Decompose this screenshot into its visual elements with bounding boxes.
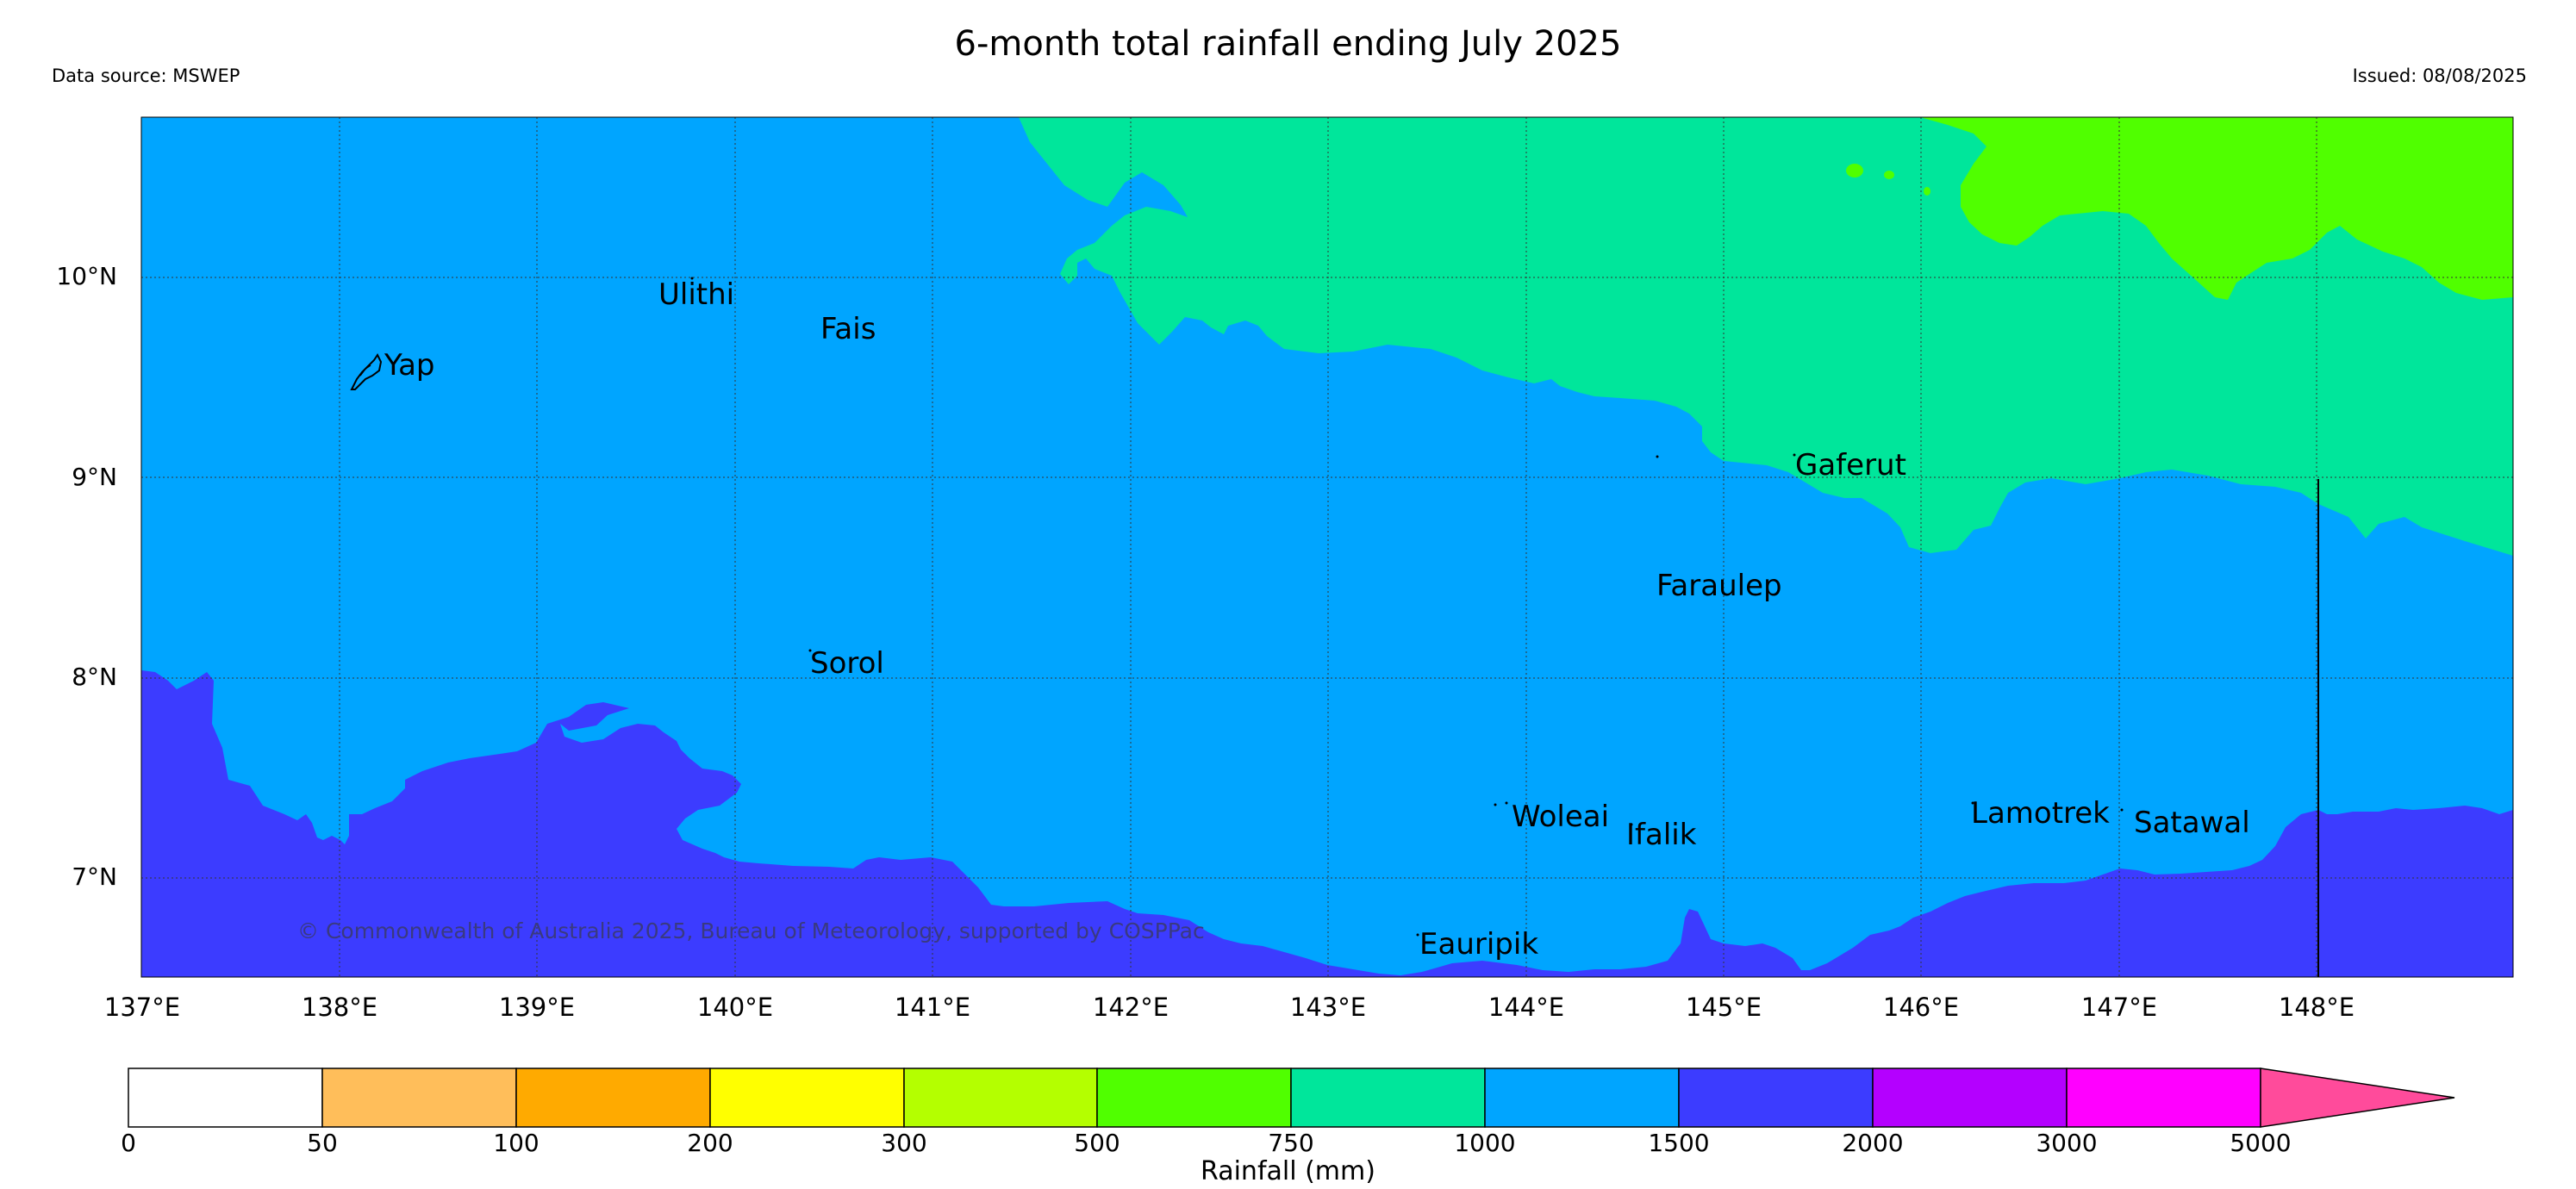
place-label-ifalik: Ifalik <box>1626 818 1697 852</box>
colorbar-bin-1500-2000 <box>1678 1068 1874 1128</box>
band-500-750-patch <box>1846 164 1863 177</box>
band-500-750-patch <box>1884 171 1894 179</box>
place-label-satawal: Satawal <box>2134 806 2250 840</box>
colorbar-tick-300: 300 <box>881 1129 927 1157</box>
place-label-gaferut: Gaferut <box>1795 448 1906 482</box>
lon-label-137E: 137°E <box>103 993 181 1022</box>
lat-label-7N: 7°N <box>72 862 117 891</box>
colorbar-bin-0-50 <box>128 1068 323 1128</box>
colorbar-bin-300-500 <box>903 1068 1098 1128</box>
colorbar-bin-100-200 <box>515 1068 711 1128</box>
lon-label-140E: 140°E <box>696 993 774 1022</box>
band-500-750-patch <box>1924 187 1930 196</box>
lon-label-138E: 138°E <box>301 993 378 1022</box>
lon-label-148E: 148°E <box>2278 993 2355 1022</box>
lon-label-141E: 141°E <box>894 993 971 1022</box>
colorbar-bin-500-750 <box>1096 1068 1292 1128</box>
lat-label-8N: 8°N <box>72 663 117 691</box>
place-label-ulithi: Ulithi <box>658 277 735 312</box>
lon-label-144E: 144°E <box>1488 993 1565 1022</box>
lon-label-143E: 143°E <box>1289 993 1367 1022</box>
issued-date-label: Issued: 08/08/2025 <box>2352 65 2527 86</box>
colorbar-bin-750-1000 <box>1290 1068 1486 1128</box>
colorbar-bin-50-100 <box>321 1068 517 1128</box>
colorbar-tick-50: 50 <box>307 1129 338 1157</box>
place-label-woleai: Woleai <box>1512 800 1610 834</box>
copyright-notice: © Commonwealth of Australia 2025, Bureau… <box>297 918 1205 943</box>
colorbar-tick-750: 750 <box>1268 1129 1314 1157</box>
colorbar-tick-2000: 2000 <box>1842 1129 1904 1157</box>
map-frame <box>140 116 2514 978</box>
rainfall-fill-regions <box>141 117 2513 977</box>
band-500-750-region <box>1920 117 2513 300</box>
colorbar-tick-0: 0 <box>121 1129 136 1157</box>
colorbar-bin-3000-5000 <box>2066 1068 2261 1128</box>
lon-label-139E: 139°E <box>498 993 576 1022</box>
colorbar-bin-2000-3000 <box>1872 1068 2068 1128</box>
lat-label-10N: 10°N <box>56 262 117 290</box>
colorbar-tick-5000: 5000 <box>2230 1129 2292 1157</box>
place-label-faraulep: Faraulep <box>1656 569 1782 603</box>
place-label-yap: Yap <box>384 348 435 383</box>
band-1500-2000-region <box>141 670 2513 977</box>
yap-island-outline <box>350 353 383 390</box>
lat-label-9N: 9°N <box>72 463 117 491</box>
yap-island-detail <box>359 364 371 377</box>
lon-label-145E: 145°E <box>1685 993 1762 1022</box>
lon-gridlines <box>339 117 2317 977</box>
place-label-sorol: Sorol <box>810 646 884 681</box>
band-750-1000-region <box>1019 117 2513 556</box>
place-label-eauripik: Eauripik <box>1419 927 1539 962</box>
lon-label-147E: 147°E <box>2080 993 2158 1022</box>
data-source-label: Data source: MSWEP <box>52 65 240 86</box>
place-label-fais: Fais <box>820 312 876 346</box>
colorbar-tick-1500: 1500 <box>1648 1129 1710 1157</box>
atoll-dots <box>690 277 2124 937</box>
colorbar-tick-3000: 3000 <box>2036 1129 2098 1157</box>
colorbar-tick-1000: 1000 <box>1454 1129 1516 1157</box>
colorbar-tick-500: 500 <box>1074 1129 1120 1157</box>
colorbar-bin-1000-1500 <box>1484 1068 1680 1128</box>
map-title: 6-month total rainfall ending July 2025 <box>954 24 1622 64</box>
colorbar-tick-200: 200 <box>687 1129 733 1157</box>
colorbar-label: Rainfall (mm) <box>1201 1156 1375 1186</box>
colorbar-bin-200-300 <box>709 1068 905 1128</box>
lon-label-146E: 146°E <box>1882 993 1960 1022</box>
colorbar-tick-100: 100 <box>493 1129 540 1157</box>
colorbar-extend-arrow <box>2260 1068 2455 1128</box>
colorbar <box>128 1068 2455 1128</box>
place-label-lamotrek: Lamotrek <box>1971 796 2110 831</box>
lat-gridlines <box>141 277 2513 879</box>
lon-label-142E: 142°E <box>1092 993 1169 1022</box>
